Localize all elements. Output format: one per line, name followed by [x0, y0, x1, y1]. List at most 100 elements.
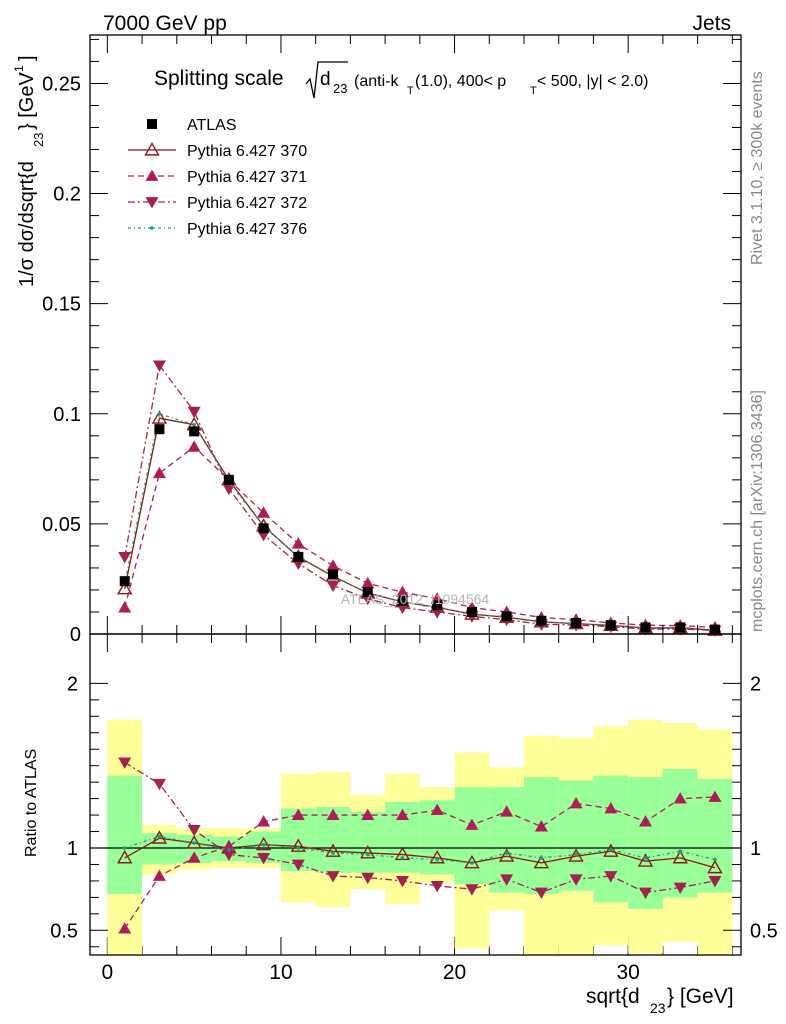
- y-axis-label: 1/σ dσ/dsqrt{d 23 } [GeV -1 ]: [12, 55, 46, 287]
- source-label: mcplots.cern.ch [arXiv:1306.3436]: [749, 390, 766, 632]
- atlas-data-point: [223, 474, 234, 485]
- series-marker-pythia-6-427-371: [326, 559, 340, 571]
- legend-label: Pythia 6.427 370: [187, 143, 307, 160]
- ratio-marker-pythia-6-427-371: [639, 815, 653, 827]
- ratio-marker-pythia-6-427-371: [534, 820, 548, 832]
- ratio-marker-pythia-6-427-372: [500, 874, 514, 886]
- ratio-marker-pythia-6-427-372: [639, 887, 653, 899]
- ratio-marker-pythia-6-427-376: [504, 851, 509, 855]
- title-kt-sub: T: [407, 85, 414, 97]
- ratio-tick-label-right: 1: [750, 838, 761, 860]
- ratio-marker-pythia-6-427-371: [187, 851, 201, 863]
- ratio-marker-pythia-6-427-370: [429, 849, 445, 864]
- analysis-watermark: ATLAS_2012_I1094564: [341, 591, 490, 607]
- atlas-data-point: [536, 615, 547, 626]
- atlas-data-point: [154, 424, 165, 435]
- ratio-marker-pythia-6-427-376: [574, 852, 578, 857]
- title-main: Splitting scale: [154, 67, 284, 90]
- ratio-marker-pythia-6-427-376: [470, 861, 474, 865]
- ratio-marker-pythia-6-427-376: [261, 842, 266, 847]
- ratio-marker-pythia-6-427-371: [291, 808, 305, 820]
- ratio-marker-pythia-6-427-371: [465, 818, 479, 830]
- ratio-marker-pythia-6-427-371: [361, 808, 375, 820]
- ratio-marker-pythia-6-427-370: [255, 836, 272, 851]
- y-tick-label: 0.25: [42, 73, 81, 95]
- series-marker-pythia-6-427-371: [257, 506, 271, 518]
- atlas-data-point: [675, 622, 686, 633]
- y-tick-label: 0.1: [53, 404, 81, 426]
- ratio-marker-pythia-6-427-370: [464, 854, 480, 869]
- atlas-data-point: [258, 523, 269, 534]
- atlas-data-point: [605, 620, 616, 631]
- ratio-marker-pythia-6-427-372: [534, 887, 548, 899]
- ratio-marker-pythia-6-427-370: [672, 849, 688, 864]
- ratio-marker-pythia-6-427-372: [152, 778, 166, 791]
- atlas-data-point: [709, 624, 720, 635]
- ratio-marker-pythia-6-427-376: [539, 856, 544, 860]
- atlas-data-point: [571, 617, 582, 628]
- ratio-band-inner: [558, 780, 594, 891]
- ylabel-sub: 23: [31, 133, 46, 147]
- ratio-band-inner: [593, 775, 629, 903]
- ylabel-mid: } [GeV: [16, 72, 38, 130]
- legend: ATLAS Pythia 6.427 370 Pythia 6.427 371 Pyt…: [128, 117, 307, 238]
- y-tick-label: 0.2: [53, 184, 81, 206]
- ratio-line-pythia-6-427-376: [124, 835, 716, 864]
- ratio-band-inner: [662, 768, 698, 898]
- legend-marker: [147, 119, 157, 129]
- ylabel-sup: -1: [12, 65, 26, 76]
- x-axis-label: sqrt{d 23 } [GeV]: [586, 985, 734, 1016]
- ratio-marker-pythia-6-427-376: [643, 856, 648, 860]
- series-marker-pythia-6-427-376: [157, 411, 162, 416]
- series-marker-pythia-6-427-371: [395, 585, 409, 598]
- legend-marker: [150, 226, 154, 230]
- ratio-tick-label-left: 1: [67, 838, 78, 860]
- ratio-marker-pythia-6-427-372: [291, 859, 305, 871]
- ratio-marker-pythia-6-427-370: [707, 859, 723, 874]
- chart-title: Splitting scale d 23 (anti-k T (1.0), 40…: [154, 61, 649, 99]
- ratio-marker-pythia-6-427-370: [151, 830, 168, 844]
- series-marker-pythia-6-427-371: [187, 440, 201, 452]
- rivet-label: Rivet 3.1.10, ≥ 300k events: [749, 71, 766, 265]
- title-mid: (1.0), 400< p: [415, 73, 506, 90]
- ratio-marker-pythia-6-427-370: [360, 845, 376, 859]
- atlas-data-point: [501, 611, 512, 622]
- ratio-marker-pythia-6-427-371: [430, 803, 444, 816]
- atlas-data-point: [189, 426, 200, 437]
- ratio-marker-pythia-6-427-370: [533, 854, 550, 869]
- category-label: Jets: [692, 12, 731, 35]
- series-marker-pythia-6-427-371: [291, 537, 305, 549]
- x-tick-label: 30: [616, 961, 639, 984]
- ratio-marker-pythia-6-427-372: [222, 849, 236, 862]
- ratio-marker-pythia-6-427-371: [118, 922, 132, 934]
- x-tick-label: 10: [269, 961, 292, 984]
- ratio-marker-pythia-6-427-376: [192, 841, 196, 845]
- ratio-tick-label-left: 0.5: [50, 920, 78, 942]
- series-marker-pythia-6-427-372: [187, 406, 201, 419]
- atlas-data-point: [640, 622, 651, 633]
- legend-label: Pythia 6.427 371: [187, 169, 307, 186]
- ylabel-main: 1/σ dσ/dsqrt{d: [16, 161, 38, 287]
- sqrt-sign: [305, 61, 348, 99]
- ratio-marker-pythia-6-427-372: [465, 884, 479, 896]
- ratio-marker-pythia-6-427-376: [435, 857, 440, 862]
- x-tick-label: 20: [443, 961, 466, 984]
- ratio-marker-pythia-6-427-376: [227, 847, 231, 852]
- legend-marker: [145, 169, 159, 181]
- ratio-line-pythia-6-427-372: [124, 761, 716, 894]
- ratio-band-inner: [350, 811, 386, 873]
- ratio-marker-pythia-6-427-370: [637, 853, 654, 867]
- y-tick-label: 0.15: [42, 294, 81, 316]
- ratio-band-inner: [524, 777, 559, 895]
- series-marker-pythia-6-427-372: [222, 483, 236, 496]
- series-marker-pythia-6-427-376: [192, 422, 196, 427]
- atlas-data-point: [362, 587, 373, 598]
- ratio-marker-pythia-6-427-371: [569, 797, 583, 809]
- ratio-marker-pythia-6-427-376: [296, 846, 301, 850]
- ratio-tick-label-right: 2: [750, 673, 761, 695]
- ratio-marker-pythia-6-427-371: [257, 815, 271, 827]
- ratio-marker-pythia-6-427-372: [604, 871, 618, 883]
- ratio-marker-pythia-6-427-372: [708, 876, 722, 888]
- series-marker-pythia-6-427-370: [117, 580, 133, 595]
